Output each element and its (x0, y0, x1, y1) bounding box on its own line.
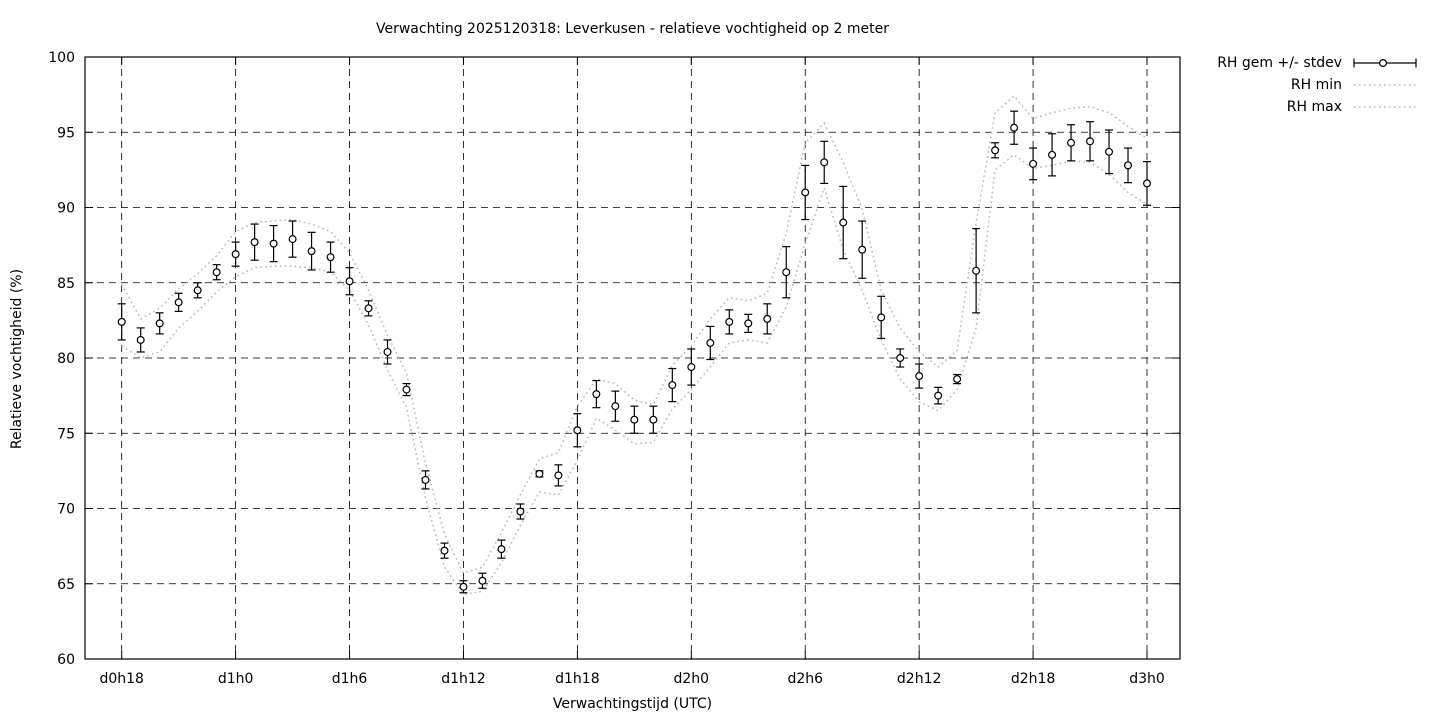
errorbar-sample-icon (1353, 58, 1417, 68)
data-point-marker (592, 390, 601, 399)
data-point-marker (174, 298, 183, 307)
y-tick-label: 80 (57, 351, 75, 367)
data-point-marker (744, 319, 753, 328)
data-point-marker (155, 319, 164, 328)
data-point-marker (953, 375, 962, 384)
x-tick-label: d1h18 (555, 671, 599, 687)
data-point-marker (364, 304, 373, 313)
data-point-marker (1142, 179, 1151, 188)
data-point-marker (668, 381, 677, 390)
data-point-marker (345, 277, 354, 286)
y-tick-label: 95 (57, 125, 75, 141)
x-tick-label: d1h12 (441, 671, 485, 687)
data-point-marker (763, 314, 772, 323)
data-point-marker (1105, 147, 1114, 156)
data-point-marker (1048, 150, 1057, 159)
data-point-marker (250, 238, 259, 247)
legend-label-mean: RH gem +/- stdev (1217, 55, 1342, 71)
x-tick-label: d2h18 (1011, 671, 1055, 687)
data-point-marker (117, 317, 126, 326)
data-point-marker (649, 415, 658, 424)
x-tick-label: d0h18 (99, 671, 143, 687)
data-point-marker (1010, 123, 1019, 132)
data-point-marker (1029, 159, 1038, 168)
data-point-marker (288, 235, 297, 244)
y-tick-label: 60 (57, 652, 75, 668)
plot-border (84, 56, 1181, 660)
legend-label-max: RH max (1286, 99, 1342, 115)
data-point-marker (421, 475, 430, 484)
data-point-marker (858, 245, 867, 254)
data-point-marker (611, 402, 620, 411)
x-tick-label: d2h12 (897, 671, 941, 687)
x-tick-label: d3h0 (1129, 671, 1165, 687)
data-point-marker (497, 545, 506, 554)
data-point-marker (478, 576, 487, 585)
data-point-marker (193, 286, 202, 295)
data-point-marker (459, 582, 468, 591)
legend-row-mean: RH gem +/- stdev (1217, 54, 1420, 72)
x-axis-title: Verwachtingstijd (UTC) (552, 696, 713, 712)
data-point-marker (269, 239, 278, 248)
data-point-marker (231, 250, 240, 259)
data-point-marker (801, 188, 810, 197)
data-point-marker (877, 313, 886, 322)
data-point-marker (991, 146, 1000, 155)
y-tick-label: 65 (57, 577, 75, 593)
data-point-marker (440, 546, 449, 555)
rh-min-line (121, 153, 1148, 596)
data-point-marker (1124, 161, 1133, 170)
legend-row-max: RH max (1217, 98, 1420, 116)
data-point-marker (326, 253, 335, 262)
data-point-marker (516, 507, 525, 516)
x-tick-label: d1h0 (218, 671, 254, 687)
data-point-marker (896, 354, 905, 363)
data-point-marker (136, 335, 145, 344)
data-point-marker (383, 347, 392, 356)
data-point-marker (839, 218, 848, 227)
chart-title: Verwachting 2025120318: Leverkusen - rel… (375, 21, 890, 37)
y-tick-label: 85 (57, 276, 75, 292)
rh-max-line (121, 95, 1148, 575)
y-tick-label: 90 (57, 201, 75, 217)
x-tick-label: d1h6 (332, 671, 368, 687)
data-point-marker (687, 363, 696, 372)
y-tick-label: 70 (57, 502, 75, 518)
data-point-marker (1086, 137, 1095, 146)
data-point-marker (573, 426, 582, 435)
data-point-marker (782, 268, 791, 277)
data-point-marker (212, 268, 221, 277)
data-point-marker (307, 247, 316, 256)
legend: RH gem +/- stdev RH min RH max (1217, 54, 1420, 116)
data-point-marker (934, 391, 943, 400)
legend-row-min: RH min (1217, 76, 1420, 94)
legend-label-min: RH min (1290, 77, 1342, 93)
data-point-marker (1067, 138, 1076, 147)
data-point-marker (706, 338, 715, 347)
y-tick-label: 75 (57, 426, 75, 442)
dotted-line-max-icon (1354, 106, 1416, 108)
x-tick-label: d2h6 (787, 671, 823, 687)
data-point-marker (630, 415, 639, 424)
data-point-marker (725, 317, 734, 326)
data-point-marker (820, 158, 829, 167)
data-point-marker (972, 266, 981, 275)
data-point-marker (402, 385, 411, 394)
y-tick-label: 100 (48, 50, 75, 66)
data-point-marker (535, 469, 544, 478)
dotted-line-min-icon (1354, 84, 1416, 86)
x-tick-label: d2h0 (674, 671, 710, 687)
data-point-marker (554, 471, 563, 480)
data-point-marker (915, 372, 924, 381)
